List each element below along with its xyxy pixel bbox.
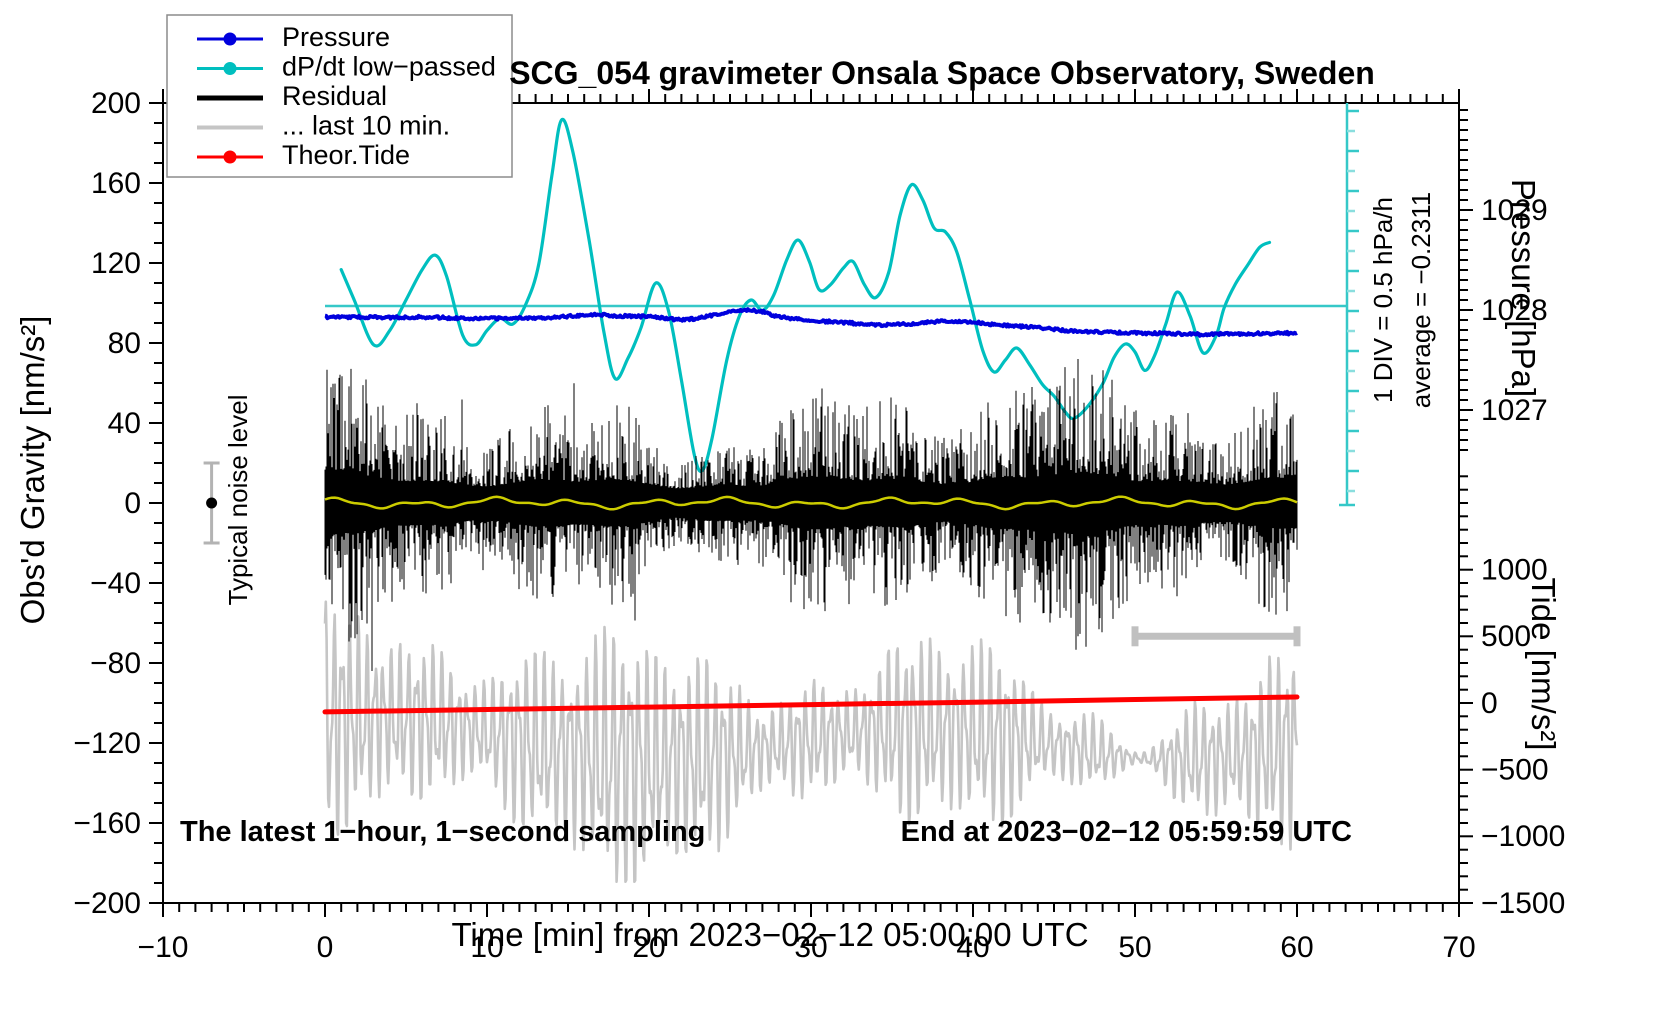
tick-label: 70 [1442, 931, 1475, 964]
left-axis-title: Obs'd Gravity [nm/s²] [14, 316, 51, 625]
tick-label: 1000 [1481, 554, 1548, 587]
noise-level-label: Typical noise level [223, 395, 253, 606]
div-scale-annotation: 1 DIV = 0.5 hPa/h [1368, 197, 1398, 403]
tick-label: 0 [1481, 687, 1498, 720]
tick-label: −1500 [1481, 887, 1565, 920]
series-last-10-min [323, 600, 1301, 884]
legend-label: dP/dt low−passed [282, 52, 496, 82]
noise-level-dot [206, 497, 218, 509]
tick-label: −10 [138, 931, 189, 964]
x-axis-title: Time [min] from 2023−02−12 05:00:00 UTC [451, 916, 1088, 953]
theor-tide-curve [322, 694, 1300, 715]
series-residual [324, 359, 1298, 671]
axes: −10 0 10 20 30 40 50 60 70 −200 −160 −120 −80 −40 0 40 8… [73, 87, 1565, 964]
tick-label: −500 [1481, 754, 1549, 787]
legend-label: Pressure [282, 22, 390, 52]
tick-label: −120 [73, 727, 141, 760]
tick-label: −1000 [1481, 820, 1565, 853]
dpdt-reference [325, 103, 1359, 507]
residual-smoothed-curve [324, 495, 1298, 511]
noise-level-marker [203, 461, 220, 545]
tick-label: 40 [956, 931, 989, 964]
legend-label: Residual [282, 81, 387, 111]
tick-label: 50 [1118, 931, 1151, 964]
tick-label: 1028 [1481, 294, 1548, 327]
tick-label: 160 [91, 167, 141, 200]
tick-label: −40 [90, 567, 141, 600]
tide-axis-title: Tide [nm/s²] [1525, 578, 1562, 751]
dpdt-curve [339, 117, 1272, 473]
tick-label: 0 [124, 487, 141, 520]
chart-title: SCG_054 gravimeter Onsala Space Observat… [509, 55, 1375, 91]
series-residual-smoothed [324, 495, 1298, 511]
tick-label: 40 [108, 407, 141, 440]
pressure-axis-title: Pressure [hPa] [1505, 179, 1542, 397]
legend-dot [223, 32, 237, 46]
last-10-min-curve [323, 600, 1299, 884]
tick-label: 1029 [1481, 194, 1548, 227]
legend-dot [223, 150, 237, 164]
tick-label: −160 [73, 807, 141, 840]
legend-label: Theor.Tide [282, 140, 410, 170]
legend-dot [223, 62, 237, 75]
tick-label: 20 [632, 931, 665, 964]
series-dpdt [339, 117, 1272, 473]
end-time-note: End at 2023−02−12 05:59:59 UTC [901, 816, 1352, 848]
tick-label: 60 [1280, 931, 1313, 964]
tick-label: 30 [794, 931, 827, 964]
average-annotation: average = −0.2311 [1406, 192, 1436, 408]
tick-label: 120 [91, 247, 141, 280]
tick-label: 500 [1481, 620, 1531, 653]
residual-noise [324, 359, 1298, 671]
tick-label: −80 [90, 647, 141, 680]
tick-label: −200 [73, 887, 141, 920]
legend-label: ... last 10 min. [282, 111, 450, 141]
series-theor-tide [322, 694, 1300, 715]
sampling-note: The latest 1−hour, 1−second sampling [180, 816, 705, 848]
tick-label: 200 [91, 87, 141, 120]
tick-label: 0 [317, 931, 334, 964]
series-pressure [324, 307, 1298, 338]
tick-label: 1027 [1481, 394, 1548, 427]
pressure-curve [324, 307, 1298, 338]
tick-label: 10 [470, 931, 503, 964]
tick-label: 80 [108, 327, 141, 360]
generated-plot: −10 0 10 20 30 40 50 60 70 −200 −160 −120 −80 −40 0 40 8… [73, 14, 1565, 964]
